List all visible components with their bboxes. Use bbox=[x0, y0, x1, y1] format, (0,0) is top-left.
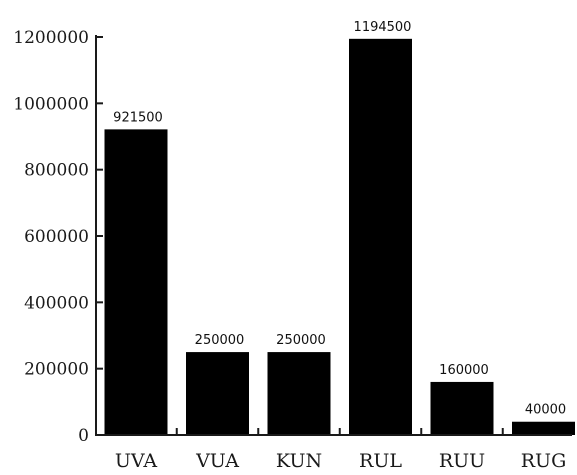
x-tick-label-ruu: RUU bbox=[439, 450, 485, 472]
y-tick-label: 200000 bbox=[24, 360, 89, 380]
x-tick-label-rug: RUG bbox=[521, 450, 567, 472]
x-tick-label-uva: UVA bbox=[115, 450, 157, 472]
bar-ruu bbox=[430, 381, 494, 435]
y-tick-label: 0 bbox=[78, 426, 89, 446]
data-label-kun: 250000 bbox=[276, 333, 326, 348]
bar-uva bbox=[104, 129, 168, 435]
data-label-uva: 921500 bbox=[113, 110, 163, 125]
data-label-rug: 40000 bbox=[525, 403, 566, 418]
x-tick-label-kun: KUN bbox=[276, 450, 322, 472]
y-tick-label: 600000 bbox=[24, 227, 89, 247]
x-axis-categories: UVA VUA KUN RUL RUU RUG bbox=[115, 428, 566, 472]
bar-rug bbox=[512, 421, 575, 435]
y-tick-label: 1200000 bbox=[13, 28, 89, 48]
data-label-ruu: 160000 bbox=[439, 363, 489, 378]
bars bbox=[104, 38, 575, 436]
x-tick-label-vua: VUA bbox=[195, 450, 239, 472]
bar-rul bbox=[349, 38, 412, 436]
data-labels: 921500 250000 250000 1194500 160000 40000 bbox=[113, 20, 566, 418]
y-tick-label: 800000 bbox=[24, 161, 89, 181]
y-axis-ticks: 0 200000 400000 600000 800000 1000000 1200000 bbox=[13, 28, 103, 446]
bar-kun bbox=[267, 352, 331, 435]
x-tick-label-rul: RUL bbox=[359, 450, 402, 472]
y-tick-label: 1000000 bbox=[13, 94, 89, 114]
data-label-rul: 1194500 bbox=[354, 20, 412, 35]
y-tick-label: 400000 bbox=[24, 293, 89, 313]
bar-vua bbox=[186, 352, 249, 435]
data-label-vua: 250000 bbox=[195, 333, 245, 348]
